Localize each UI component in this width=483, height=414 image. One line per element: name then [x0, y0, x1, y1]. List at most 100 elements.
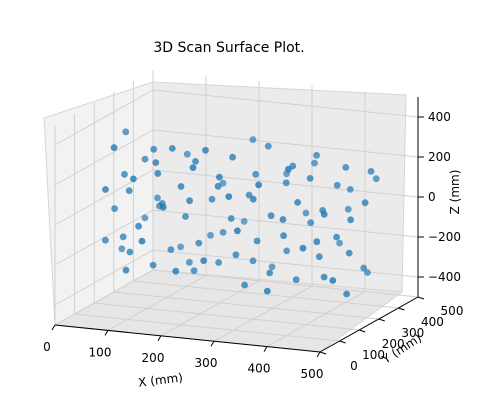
grid-line [94, 302, 360, 331]
x-tick [104, 330, 109, 336]
data-point [168, 145, 176, 152]
data-point [177, 243, 185, 251]
grid-line [54, 269, 154, 326]
data-point [152, 159, 160, 167]
grid-line [160, 280, 260, 337]
data-point [252, 170, 260, 178]
data-point [229, 153, 237, 161]
data-point [219, 179, 227, 187]
x-tick-label: 100 [89, 345, 112, 359]
data-point [294, 199, 301, 206]
y-tick [339, 340, 346, 344]
data-point [302, 209, 310, 217]
data-point [367, 168, 375, 175]
chart-title: 3D Scan Surface Plot. [153, 40, 304, 56]
data-point [202, 146, 209, 154]
data-point [333, 233, 340, 241]
data-point [266, 269, 274, 277]
data-point [214, 182, 222, 190]
y-tick [359, 329, 366, 333]
grid-line [266, 291, 366, 348]
data-point [227, 215, 235, 222]
data-point [121, 170, 128, 178]
data-point [102, 236, 109, 244]
data-point [364, 269, 371, 276]
x-tick-label: 0 [43, 340, 51, 354]
grid-line [152, 249, 419, 278]
data-point [126, 248, 134, 256]
data-point [307, 219, 315, 227]
x-tick-label: 500 [301, 367, 324, 381]
data-point [207, 231, 214, 239]
data-point [232, 251, 240, 259]
data-point [177, 183, 185, 190]
data-point [249, 136, 257, 144]
data-point [333, 181, 341, 189]
z-tick-label: −400 [428, 270, 461, 284]
y-tick [417, 296, 425, 300]
data-point [249, 195, 257, 203]
data-point [183, 150, 191, 158]
data-point [346, 186, 354, 193]
y-tick [398, 307, 405, 311]
data-point [141, 155, 149, 163]
data-point [154, 194, 161, 202]
y-axis-line [319, 296, 419, 353]
data-point [192, 158, 199, 165]
data-point [320, 210, 328, 218]
y-tick [319, 351, 327, 355]
grid-line [54, 249, 154, 306]
axes: 0 100 200 300 400 5000100200300400500−400−200… [43, 97, 463, 381]
data-point [167, 246, 175, 254]
data-point [285, 165, 292, 173]
data-point [172, 267, 180, 275]
data-point [311, 159, 318, 167]
data-point [200, 257, 208, 264]
data-point [138, 237, 146, 245]
grid-line [152, 209, 419, 238]
data-point [299, 244, 307, 252]
grid-line [213, 285, 313, 342]
data-point [159, 203, 167, 211]
data-point [186, 258, 193, 266]
data-point [241, 281, 249, 289]
grid-lines [54, 70, 419, 353]
data-point [110, 144, 118, 152]
data-point [240, 218, 248, 225]
grid-line [113, 291, 379, 320]
data-point [215, 259, 223, 266]
y-tick-label: 0 [350, 359, 358, 373]
y-tick-label: 400 [421, 315, 444, 329]
grid-line [152, 89, 419, 118]
data-point [345, 249, 353, 257]
data-point [315, 253, 323, 261]
data-point [268, 263, 276, 271]
data-point [282, 179, 290, 187]
grid-line [107, 274, 207, 331]
data-point [122, 128, 130, 136]
data-point [292, 276, 300, 284]
x-tick [157, 335, 162, 342]
x-tick-label: 400 [248, 362, 271, 376]
data-point [190, 267, 198, 275]
data-point [283, 247, 291, 255]
data-point [342, 164, 350, 171]
data-point [267, 212, 275, 220]
data-point [234, 227, 241, 235]
data-point [119, 233, 127, 241]
data-point [189, 164, 197, 172]
z-tick-label: 200 [428, 150, 451, 164]
data-point [122, 266, 130, 274]
data-point [279, 216, 287, 223]
data-point [195, 239, 203, 247]
x-tick [51, 324, 56, 331]
data-point [313, 151, 320, 159]
data-point [280, 232, 287, 240]
data-point [344, 205, 352, 213]
data-point [130, 175, 137, 183]
data-point [216, 173, 223, 181]
data-point [372, 175, 380, 183]
grid-line [54, 89, 154, 146]
